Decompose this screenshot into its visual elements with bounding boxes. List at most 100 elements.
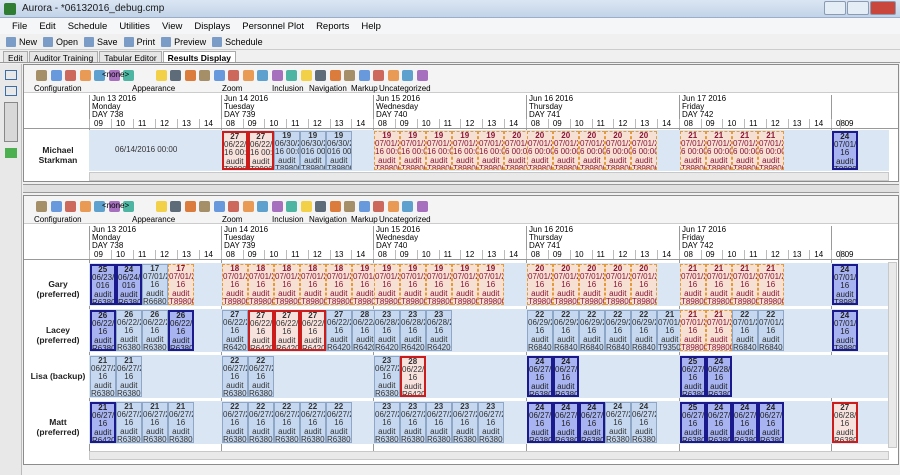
tool-icon[interactable]	[108, 70, 120, 81]
tool-icon[interactable]	[213, 201, 225, 212]
tool-icon[interactable]	[315, 70, 326, 81]
schedule-block[interactable]: 19 06/30/2 016 00: audit T89800	[300, 131, 326, 170]
tool-icon[interactable]	[155, 201, 167, 212]
menu-item[interactable]: Schedule	[67, 21, 108, 32]
tool-icon[interactable]	[50, 201, 62, 212]
tool-icon[interactable]	[402, 70, 413, 81]
tool-icon[interactable]	[286, 70, 297, 81]
tool-icon[interactable]	[329, 201, 341, 212]
toolbar-button[interactable]: Print	[123, 36, 155, 47]
toolbar-button[interactable]: Preview	[161, 36, 206, 47]
tool-icon[interactable]	[416, 201, 428, 212]
toolbar-button[interactable]: Save	[84, 36, 118, 47]
tool-icon[interactable]	[170, 70, 181, 81]
tool-icon[interactable]	[387, 201, 399, 212]
tool-icon[interactable]	[257, 201, 268, 212]
tool-icon[interactable]	[65, 201, 76, 212]
tool-icon[interactable]	[373, 70, 384, 81]
tool-icon[interactable]	[228, 201, 239, 212]
menu-item[interactable]: File	[12, 21, 28, 32]
filter-combo[interactable]: <none>	[102, 201, 130, 210]
toolbar-button[interactable]: Open	[43, 36, 78, 47]
toolbar-button[interactable]: Schedule	[212, 36, 263, 47]
tool-icon[interactable]	[373, 201, 384, 212]
menu-item[interactable]: Utilities	[119, 21, 150, 32]
tool-icon[interactable]	[184, 70, 196, 81]
tool-icon[interactable]	[94, 70, 105, 81]
tool-icon[interactable]	[344, 201, 355, 212]
tool-icon[interactable]	[199, 201, 210, 212]
h-scrollbar[interactable]	[89, 451, 889, 460]
tool-icon[interactable]	[123, 70, 134, 81]
tool-icon[interactable]	[242, 70, 254, 81]
tool-icon[interactable]	[79, 201, 91, 212]
tool-icon[interactable]	[184, 201, 196, 212]
tool-icon[interactable]	[271, 70, 283, 81]
menu-item[interactable]: Personnel Plot	[242, 21, 305, 32]
menu-item[interactable]: Help	[361, 21, 381, 32]
tool-icon[interactable]	[315, 201, 326, 212]
tool-icon[interactable]	[50, 70, 62, 81]
tool-icon[interactable]	[123, 201, 134, 212]
menu-item[interactable]: View	[161, 21, 183, 32]
tool-icon[interactable]	[228, 70, 239, 81]
tool-icon[interactable]	[402, 201, 413, 212]
